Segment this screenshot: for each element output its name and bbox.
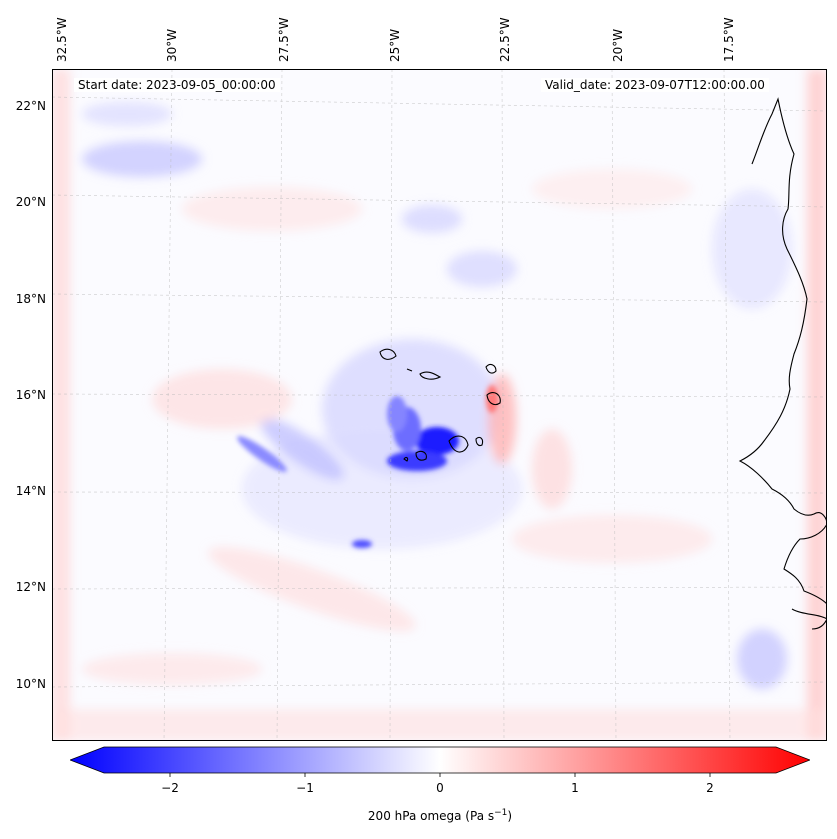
lat-label: 20°N [15,195,46,209]
lat-label: 14°N [15,484,46,498]
omega-core [237,385,498,548]
lon-label: 22.5°W [498,17,512,62]
start-date-text: Start date: 2023-09-05_00:00:00 [74,78,280,92]
colorbar-label-main: 200 hPa omega (Pa s [367,809,495,823]
lat-label: 16°N [15,388,46,402]
lat-label: 22°N [15,99,46,113]
omega-field [52,69,827,741]
valid-date-text: Valid_date: 2023-09-07T12:00:00.00 [541,78,769,92]
lon-label: 27.5°W [277,17,291,62]
colorbar-tick-label: 0 [436,781,444,795]
lat-label: 10°N [15,677,46,691]
colorbar-label-exponent: −1 [494,808,508,818]
colorbar-tick-label: −2 [161,781,179,795]
colorbar-tick-label: 2 [706,781,714,795]
lat-label: 18°N [15,292,46,306]
lat-label: 12°N [15,580,46,594]
lon-label: 17.5°W [722,17,736,62]
map-frame [52,69,827,741]
lon-label: 32.5°W [55,17,69,62]
lon-label: 20°W [611,28,625,62]
colorbar [70,746,810,777]
coastline [379,97,827,630]
lon-label: 30°W [165,28,179,62]
colorbar-label-end: ) [507,809,513,823]
colorbar-tick-label: −1 [296,781,314,795]
graticule [52,69,827,741]
colorbar-label: 200 hPa omega (Pa s−1) [290,808,590,823]
colorbar-bar [70,746,810,774]
colorbar-tick-label: 1 [571,781,579,795]
lon-label: 25°W [388,28,402,62]
map-panel [52,69,827,741]
colorbar-ticks [169,773,711,777]
